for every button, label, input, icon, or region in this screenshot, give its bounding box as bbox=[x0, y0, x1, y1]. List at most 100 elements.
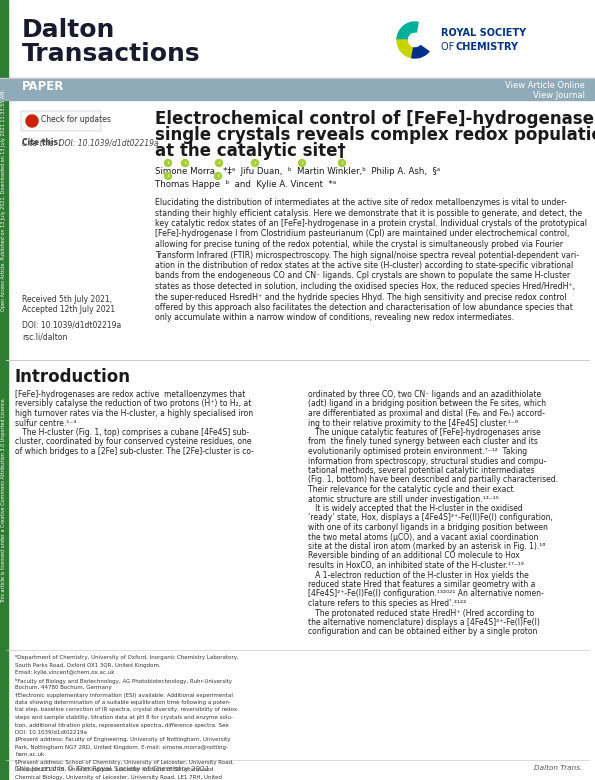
Text: i: i bbox=[301, 161, 303, 165]
Text: high turnover rates via the H-cluster, a highly specialised iron: high turnover rates via the H-cluster, a… bbox=[15, 409, 253, 418]
Text: Accepted 12th July 2021: Accepted 12th July 2021 bbox=[22, 305, 115, 314]
Text: tion, additional titration plots, representative spectra, difference spectra. Se: tion, additional titration plots, repres… bbox=[15, 722, 228, 728]
Text: Introduction: Introduction bbox=[15, 368, 131, 386]
Circle shape bbox=[164, 172, 171, 179]
Text: ing to their relative proximity to the [4Fe4S] cluster.¹⁻⁶: ing to their relative proximity to the [… bbox=[308, 419, 518, 427]
Text: i: i bbox=[184, 161, 186, 165]
Text: Elucidating the distribution of intermediates at the active site of redox metall: Elucidating the distribution of intermed… bbox=[155, 198, 567, 207]
Text: cluster, coordinated by four conserved cysteine residues, one: cluster, coordinated by four conserved c… bbox=[15, 438, 252, 446]
Circle shape bbox=[215, 159, 223, 166]
Text: reversibly catalyse the reduction of two protons (H⁺) to H₂, at: reversibly catalyse the reduction of two… bbox=[15, 399, 251, 409]
Text: information from spectroscopy, structural studies and compu-: information from spectroscopy, structura… bbox=[308, 456, 546, 466]
Text: standing their highly efficient catalysis. Here we demonstrate that it is possib: standing their highly efficient catalysi… bbox=[155, 208, 582, 218]
Text: The unique catalytic features of [FeFe]-hydrogenases arise: The unique catalytic features of [FeFe]-… bbox=[308, 428, 541, 437]
Text: ‡Present address: Faculty of Engineering, University of Nottingham, University: ‡Present address: Faculty of Engineering… bbox=[15, 738, 230, 743]
Text: Transform Infrared (FTIR) microspectroscopy. The high signal/noise spectra revea: Transform Infrared (FTIR) microspectrosc… bbox=[155, 250, 579, 260]
Circle shape bbox=[26, 115, 38, 127]
Text: evolutionarily optimised protein environment.⁷⁻¹²  Taking: evolutionarily optimised protein environ… bbox=[308, 447, 527, 456]
Wedge shape bbox=[419, 29, 434, 51]
Text: ᵇFaculty of Biology and Biotechnology, AG Photobiotechnology, Ruhr-University: ᵇFaculty of Biology and Biotechnology, A… bbox=[15, 678, 232, 683]
Text: †Electronic supplementary information (ESI) available: Additional experimental: †Electronic supplementary information (E… bbox=[15, 693, 233, 697]
Circle shape bbox=[339, 159, 346, 166]
Circle shape bbox=[164, 159, 171, 166]
Text: i: i bbox=[342, 161, 343, 165]
Text: Their relevance for the catalytic cycle and their exact: Their relevance for the catalytic cycle … bbox=[308, 485, 513, 494]
Text: Open Access Article. Published on 13 July 2021. Downloaded on 13 July 2021 11:33: Open Access Article. Published on 13 Jul… bbox=[2, 89, 7, 311]
Wedge shape bbox=[412, 40, 433, 58]
Text: ordinated by three CO, two CN⁻ ligands and an azadithiolate: ordinated by three CO, two CN⁻ ligands a… bbox=[308, 390, 541, 399]
Text: Transactions: Transactions bbox=[22, 42, 201, 66]
Wedge shape bbox=[397, 40, 414, 58]
Text: South Parks Road, Oxford OX1 3QR, United Kingdom.: South Parks Road, Oxford OX1 3QR, United… bbox=[15, 662, 161, 668]
Text: [FeFe]-hydrogenases are redox active  metalloenzymes that: [FeFe]-hydrogenases are redox active met… bbox=[15, 390, 245, 399]
Bar bbox=[0, 78, 595, 100]
Text: Cite this: DOI: 10.1039/d1dt02219a: Cite this: DOI: 10.1039/d1dt02219a bbox=[22, 138, 159, 147]
Text: ROYAL SOCIETY: ROYAL SOCIETY bbox=[441, 28, 526, 38]
Text: tational methods, several potential catalytic intermediates: tational methods, several potential cata… bbox=[308, 466, 535, 475]
Circle shape bbox=[252, 159, 258, 166]
Text: Electrochemical control of [FeFe]-hydrogenase: Electrochemical control of [FeFe]-hydrog… bbox=[155, 110, 594, 128]
Wedge shape bbox=[397, 22, 418, 40]
Text: View Journal: View Journal bbox=[533, 91, 585, 100]
Text: the two metal atoms (μCO), and a vacant axial coordination: the two metal atoms (μCO), and a vacant … bbox=[308, 533, 538, 541]
Text: Reversible binding of an additional CO molecule to Hox: Reversible binding of an additional CO m… bbox=[308, 551, 520, 561]
Text: results in HoxCO, an inhibited state of the H-cluster.¹⁷⁻¹⁹: results in HoxCO, an inhibited state of … bbox=[308, 561, 524, 570]
Text: View Article Online: View Article Online bbox=[505, 81, 585, 90]
Text: of which bridges to a [2Fe] sub-cluster. The [2Fe]-cluster is co-: of which bridges to a [2Fe] sub-cluster.… bbox=[15, 447, 254, 456]
Text: i: i bbox=[167, 161, 169, 165]
Text: single crystals reveals complex redox populations: single crystals reveals complex redox po… bbox=[155, 126, 595, 144]
Text: §Present address: School of Chemistry, University of Leicester, University Road,: §Present address: School of Chemistry, U… bbox=[15, 760, 234, 765]
Text: Dalton Trans.: Dalton Trans. bbox=[534, 765, 582, 771]
Text: This article is licensed under a Creative Commons Attribution 3.0 Unported Licen: This article is licensed under a Creativ… bbox=[2, 397, 7, 603]
Text: ham.ac.uk: ham.ac.uk bbox=[15, 753, 44, 757]
Text: states as those detected in solution, including the oxidised species Hox, the re: states as those detected in solution, in… bbox=[155, 282, 575, 291]
Text: rsc.li/dalton: rsc.li/dalton bbox=[22, 332, 67, 341]
Text: site at the distal iron atom (marked by an asterisk in Fig. 1).¹⁶: site at the distal iron atom (marked by … bbox=[308, 542, 546, 551]
Text: Email: kylie.vincent@chem.ox.ac.uk: Email: kylie.vincent@chem.ox.ac.uk bbox=[15, 670, 114, 675]
Text: allowing for precise tuning of the redox potential, while the crystal is simulta: allowing for precise tuning of the redox… bbox=[155, 240, 563, 249]
Circle shape bbox=[299, 159, 305, 166]
Text: atomic structure are still under investigation.¹³⁻¹⁵: atomic structure are still under investi… bbox=[308, 495, 499, 504]
Text: i: i bbox=[167, 174, 169, 178]
Text: CHEMISTRY: CHEMISTRY bbox=[455, 42, 518, 52]
Text: sulfur centre.¹⁻³: sulfur centre.¹⁻³ bbox=[15, 419, 76, 427]
Text: DOI: 10.1039/d1dt02219a: DOI: 10.1039/d1dt02219a bbox=[15, 730, 87, 735]
Text: the super-reduced HsredH⁺ and the hydride species Hhyd. The high sensitivity and: the super-reduced HsredH⁺ and the hydrid… bbox=[155, 292, 566, 302]
Text: key catalytic redox states of an [FeFe]-hydrogenase in a protein crystal. Indivi: key catalytic redox states of an [FeFe]-… bbox=[155, 219, 587, 228]
Text: The protonated reduced state HredH⁺ (Hred according to: The protonated reduced state HredH⁺ (Hre… bbox=[308, 608, 534, 618]
FancyBboxPatch shape bbox=[21, 111, 101, 131]
Text: configuration and can be obtained either by a single proton: configuration and can be obtained either… bbox=[308, 627, 537, 636]
Text: ation in the distribution of redox states at the active site (H-cluster) accordi: ation in the distribution of redox state… bbox=[155, 261, 573, 270]
Text: DOI: 10.1039/d1dt02219a: DOI: 10.1039/d1dt02219a bbox=[22, 320, 121, 329]
Text: This journal is © The Royal Society of Chemistry 2021: This journal is © The Royal Society of C… bbox=[15, 765, 209, 771]
Text: Received 5th July 2021,: Received 5th July 2021, bbox=[22, 295, 112, 304]
Text: A 1-electron reduction of the H-cluster in Hox yields the: A 1-electron reduction of the H-cluster … bbox=[308, 570, 529, 580]
Circle shape bbox=[215, 172, 221, 179]
Text: clature refers to this species as Hred’.²¹²²: clature refers to this species as Hred’.… bbox=[308, 599, 466, 608]
Text: with one of its carbonyl ligands in a bridging position between: with one of its carbonyl ligands in a br… bbox=[308, 523, 548, 532]
Text: Bochum, 44780 Bochum, Germany: Bochum, 44780 Bochum, Germany bbox=[15, 685, 112, 690]
Text: Thomas Happe  ᵇ  and  Kylie A. Vincent  *ᵃ: Thomas Happe ᵇ and Kylie A. Vincent *ᵃ bbox=[155, 180, 336, 189]
Text: Cite this:: Cite this: bbox=[22, 138, 61, 147]
Text: [4Fe4S]²⁺-Fe(I)Fe(I) configuration.¹³²⁰²¹ An alternative nomen-: [4Fe4S]²⁺-Fe(I)Fe(I) configuration.¹³²⁰²… bbox=[308, 590, 544, 598]
Text: ᵃDepartment of Chemistry, University of Oxford, Inorganic Chemistry Laboratory,: ᵃDepartment of Chemistry, University of … bbox=[15, 655, 239, 660]
Text: The H-cluster (Fig. 1, top) comprises a cubane [4Fe4S] sub-: The H-cluster (Fig. 1, top) comprises a … bbox=[15, 428, 249, 437]
Text: tial step, baseline correction of IR spectra, crystal diversity, reversibility o: tial step, baseline correction of IR spe… bbox=[15, 707, 237, 712]
Text: bands from the endogeneous CO and CN⁻ ligands. CpI crystals are shown to populat: bands from the endogeneous CO and CN⁻ li… bbox=[155, 271, 570, 281]
Text: Check for updates: Check for updates bbox=[41, 115, 111, 125]
Text: Simone Morra,  *‡ᵃ  Jifu Duan,  ᵇ  Martin Winkler,ᵇ  Philip A. Ash,  §ᵃ: Simone Morra, *‡ᵃ Jifu Duan, ᵇ Martin Wi… bbox=[155, 167, 440, 176]
Text: reduced state Hred that features a similar geometry with a: reduced state Hred that features a simil… bbox=[308, 580, 536, 589]
Text: steps and sample stability, titration data at pH 8 for crystals and enzyme solu-: steps and sample stability, titration da… bbox=[15, 715, 233, 720]
Text: OF: OF bbox=[441, 42, 458, 52]
Text: Chemical Biology, University of Leicester, University Road, LE1 7RH, United: Chemical Biology, University of Leiceste… bbox=[15, 775, 222, 780]
Text: from  the finely tuned synergy between each cluster and its: from the finely tuned synergy between ea… bbox=[308, 438, 538, 446]
Text: the alternative nomenclature) displays a [4Fe4S]²⁺-Fe(I)Fe(I): the alternative nomenclature) displays a… bbox=[308, 618, 540, 627]
Text: only accumulate within a narrow window of conditions, revealing new redox interm: only accumulate within a narrow window o… bbox=[155, 314, 514, 322]
Text: Park, Nottingham NG7 2RD, United Kingdom. E-mail: simone.morra@notting-: Park, Nottingham NG7 2RD, United Kingdom… bbox=[15, 745, 228, 750]
Text: i: i bbox=[254, 161, 256, 165]
Text: PAPER: PAPER bbox=[22, 80, 64, 93]
Text: Leicester LE1 7RH, United Kingdom. Leicester Institute of Structural and: Leicester LE1 7RH, United Kingdom. Leice… bbox=[15, 768, 213, 772]
Text: ‘ready’ state, Hox, displays a [4Fe4S]²⁺-Fe(II)Fe(I) configuration,: ‘ready’ state, Hox, displays a [4Fe4S]²⁺… bbox=[308, 513, 553, 523]
Text: at the catalytic site†: at the catalytic site† bbox=[155, 142, 346, 160]
Text: i: i bbox=[218, 161, 220, 165]
